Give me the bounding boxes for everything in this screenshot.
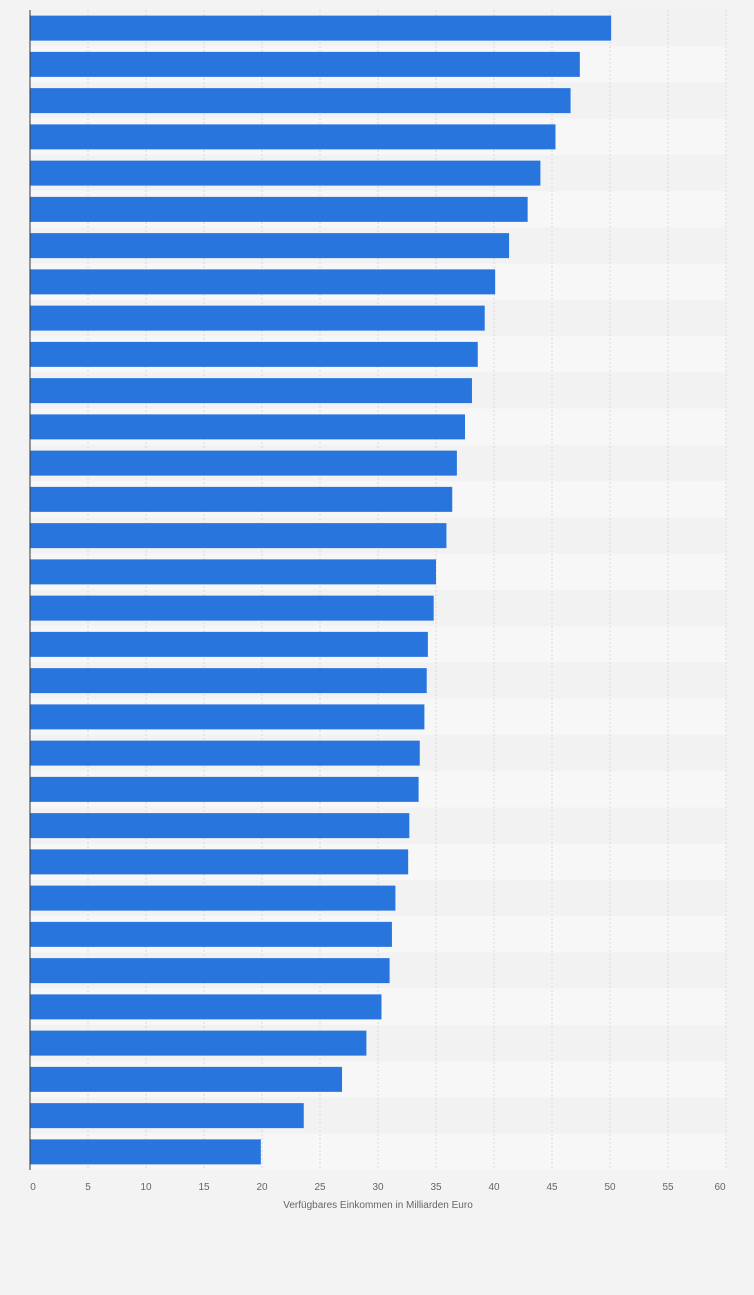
bar[interactable] (30, 124, 556, 150)
x-tick-label: 15 (198, 1182, 210, 1193)
bar[interactable] (30, 305, 485, 331)
bar[interactable] (30, 160, 541, 186)
x-tick-label: 50 (604, 1182, 616, 1193)
bar[interactable] (30, 994, 382, 1020)
x-tick-label: 45 (546, 1182, 558, 1193)
x-tick-label: 25 (314, 1182, 326, 1193)
bar[interactable] (30, 885, 396, 911)
bar[interactable] (30, 776, 419, 802)
bar[interactable] (30, 1066, 343, 1092)
bar[interactable] (30, 1030, 367, 1056)
x-tick-label: 5 (85, 1182, 91, 1193)
bar[interactable] (30, 378, 472, 404)
x-tick-label: 55 (662, 1182, 674, 1193)
bar[interactable] (30, 486, 453, 512)
bar[interactable] (30, 51, 580, 77)
x-axis-label: Verfügbares Einkommen in Milliarden Euro (283, 1200, 473, 1211)
bar[interactable] (30, 958, 390, 984)
bar[interactable] (30, 921, 392, 947)
bar[interactable] (30, 704, 425, 730)
x-tick-label: 35 (430, 1182, 442, 1193)
bar[interactable] (30, 559, 436, 585)
bar[interactable] (30, 523, 447, 549)
x-tick-label: 20 (256, 1182, 268, 1193)
bar[interactable] (30, 341, 478, 367)
bar[interactable] (30, 15, 612, 41)
bar[interactable] (30, 233, 510, 259)
bar[interactable] (30, 88, 571, 114)
bar[interactable] (30, 269, 496, 295)
bar[interactable] (30, 414, 465, 440)
x-axis-ticks: 0 5 10 15 20 25 30 35 40 45 50 55 60 (30, 1182, 726, 1193)
bar[interactable] (30, 849, 409, 875)
x-tick-label: 60 (714, 1182, 726, 1193)
bar[interactable] (30, 668, 427, 694)
bar[interactable] (30, 813, 410, 839)
x-tick-label: 40 (488, 1182, 500, 1193)
bar[interactable] (30, 740, 420, 766)
x-tick-label: 30 (372, 1182, 384, 1193)
bars (30, 15, 612, 1165)
bar[interactable] (30, 196, 528, 222)
bar[interactable] (30, 631, 428, 657)
bar[interactable] (30, 450, 457, 476)
bar[interactable] (30, 1103, 304, 1129)
x-tick-label: 0 (30, 1182, 36, 1193)
bar[interactable] (30, 595, 434, 621)
bar[interactable] (30, 1139, 261, 1165)
x-tick-label: 10 (140, 1182, 152, 1193)
